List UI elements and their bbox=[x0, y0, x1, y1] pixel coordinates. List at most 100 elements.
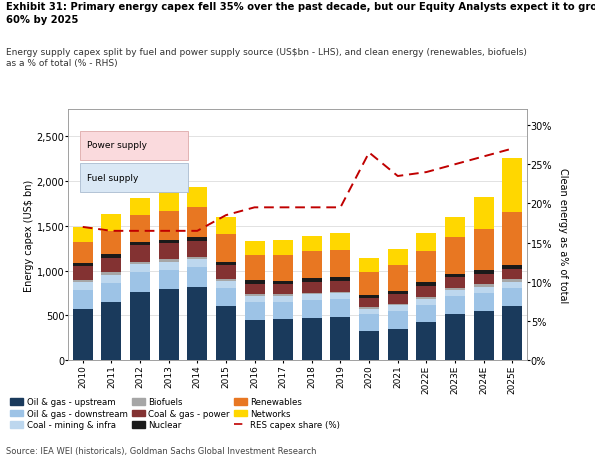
Bar bbox=[302, 295, 322, 301]
Bar bbox=[187, 287, 207, 360]
Bar bbox=[502, 269, 522, 280]
Bar bbox=[445, 291, 465, 297]
Bar bbox=[445, 288, 465, 291]
Bar bbox=[416, 252, 436, 283]
Bar bbox=[474, 312, 494, 360]
Bar bbox=[445, 315, 465, 360]
Bar bbox=[445, 218, 465, 237]
Bar bbox=[388, 294, 408, 304]
Bar bbox=[245, 284, 265, 295]
Bar bbox=[187, 238, 207, 241]
Bar bbox=[101, 214, 121, 231]
Bar bbox=[73, 243, 93, 263]
Bar bbox=[416, 299, 436, 305]
Bar bbox=[159, 243, 178, 260]
Bar bbox=[159, 260, 178, 262]
Bar bbox=[474, 229, 494, 270]
Bar bbox=[474, 285, 494, 287]
Bar bbox=[416, 323, 436, 360]
Bar bbox=[101, 255, 121, 258]
Bar bbox=[73, 290, 93, 309]
Bar bbox=[130, 262, 150, 264]
Bar bbox=[73, 227, 93, 243]
Bar bbox=[388, 329, 408, 360]
Bar bbox=[474, 274, 494, 285]
Bar bbox=[216, 235, 236, 263]
Text: Energy supply capex split by fuel and power supply source (US$bn - LHS), and cle: Energy supply capex split by fuel and po… bbox=[6, 48, 527, 68]
Bar bbox=[216, 218, 236, 235]
Bar bbox=[302, 282, 322, 293]
Bar bbox=[330, 318, 350, 360]
Bar bbox=[502, 213, 522, 265]
Bar bbox=[73, 309, 93, 360]
Bar bbox=[445, 278, 465, 288]
Bar bbox=[474, 198, 494, 229]
Bar bbox=[159, 290, 178, 360]
Bar bbox=[502, 282, 522, 288]
Text: Exhibit 31: Primary energy capex fell 35% over the past decade, but our Equity A: Exhibit 31: Primary energy capex fell 35… bbox=[6, 2, 595, 25]
Bar bbox=[216, 263, 236, 266]
Bar bbox=[216, 307, 236, 360]
Bar bbox=[445, 297, 465, 315]
Bar bbox=[130, 242, 150, 246]
Bar bbox=[330, 294, 350, 300]
Bar bbox=[302, 252, 322, 279]
Bar bbox=[388, 291, 408, 294]
Bar bbox=[502, 280, 522, 282]
Bar bbox=[474, 270, 494, 274]
Bar bbox=[302, 301, 322, 318]
Bar bbox=[302, 293, 322, 295]
Bar bbox=[502, 288, 522, 307]
Bar bbox=[416, 297, 436, 299]
Bar bbox=[302, 279, 322, 282]
Bar bbox=[359, 309, 379, 314]
Bar bbox=[130, 246, 150, 262]
Bar bbox=[330, 281, 350, 292]
Bar bbox=[445, 274, 465, 278]
Bar bbox=[273, 241, 293, 255]
Bar bbox=[245, 320, 265, 360]
Bar bbox=[273, 302, 293, 319]
Bar bbox=[416, 305, 436, 323]
Bar bbox=[359, 314, 379, 332]
Bar bbox=[302, 318, 322, 360]
Bar bbox=[130, 216, 150, 242]
Bar bbox=[80, 131, 187, 160]
Bar bbox=[187, 268, 207, 287]
Bar bbox=[474, 287, 494, 293]
Bar bbox=[416, 234, 436, 252]
Legend: Oil & gas - upstream, Oil & gas - downstream, Coal - mining & infra, Biofuels, C: Oil & gas - upstream, Oil & gas - downst… bbox=[10, 397, 340, 430]
Bar bbox=[101, 231, 121, 255]
Bar bbox=[216, 279, 236, 281]
Bar bbox=[245, 241, 265, 256]
Bar bbox=[273, 255, 293, 281]
Text: Power supply: Power supply bbox=[87, 141, 147, 150]
Bar bbox=[216, 289, 236, 307]
Bar bbox=[245, 295, 265, 297]
Bar bbox=[216, 281, 236, 289]
Bar bbox=[359, 299, 379, 308]
Bar bbox=[130, 292, 150, 360]
Bar bbox=[73, 282, 93, 290]
Bar bbox=[245, 302, 265, 320]
Bar bbox=[73, 266, 93, 280]
Bar bbox=[245, 281, 265, 284]
Bar bbox=[388, 304, 408, 306]
Bar bbox=[187, 207, 207, 238]
Bar bbox=[73, 280, 93, 282]
Bar bbox=[101, 258, 121, 273]
Bar bbox=[330, 300, 350, 318]
Bar bbox=[359, 332, 379, 360]
Bar bbox=[330, 234, 350, 250]
Bar bbox=[130, 273, 150, 292]
Bar bbox=[245, 256, 265, 281]
Bar bbox=[474, 293, 494, 312]
Y-axis label: Clean energy as a% of total: Clean energy as a% of total bbox=[558, 168, 568, 303]
Bar bbox=[330, 250, 350, 278]
Bar bbox=[130, 264, 150, 273]
Bar bbox=[187, 260, 207, 268]
Bar bbox=[216, 266, 236, 279]
Bar bbox=[101, 273, 121, 275]
Bar bbox=[502, 265, 522, 269]
Bar bbox=[245, 297, 265, 302]
